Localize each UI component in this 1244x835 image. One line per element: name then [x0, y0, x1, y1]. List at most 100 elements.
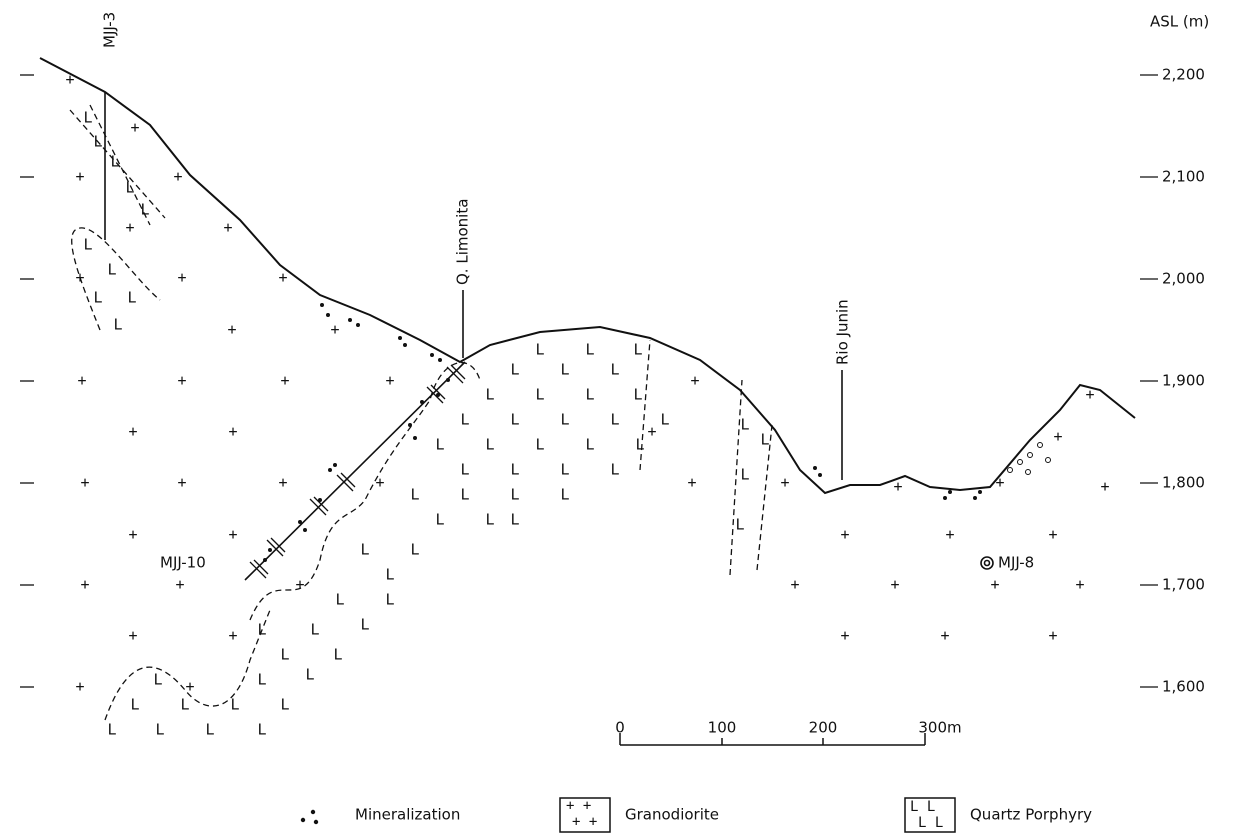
porphyry-symbol: L — [360, 616, 369, 634]
svg-text:L L: L L — [918, 815, 943, 831]
mineralization-dot — [398, 336, 402, 340]
granodiorite-symbol: + — [65, 71, 74, 89]
granodiorite-symbol: + — [280, 372, 289, 390]
granodiorite-symbol: + — [80, 474, 89, 492]
svg-text:+ +: + + — [572, 814, 597, 830]
granodiorite-symbol: + — [80, 576, 89, 594]
porphyry-symbol: L — [510, 411, 519, 429]
elevation-label: 2,100 — [1162, 168, 1205, 186]
drill-label: MJJ-8 — [998, 554, 1034, 572]
granodiorite-symbol: + — [1100, 478, 1109, 496]
porphyry-symbol: L — [460, 461, 469, 479]
mineralization-dot — [948, 490, 952, 494]
scale-label: 200 — [809, 719, 838, 737]
porphyry-symbol: L — [310, 621, 319, 639]
porphyry-symbol: L — [155, 721, 164, 739]
porphyry-symbol: L — [107, 261, 116, 279]
granodiorite-symbol: + — [227, 321, 236, 339]
legend-label: Mineralization — [355, 806, 460, 824]
granodiorite-symbol: + — [173, 168, 182, 186]
mineralization-dot — [943, 496, 947, 500]
granodiorite-symbol: + — [1048, 526, 1057, 544]
granodiorite-symbol: + — [890, 576, 899, 594]
mineralization-dot — [438, 358, 442, 362]
mineralization-dot — [333, 463, 337, 467]
mineralization-dot — [303, 528, 307, 532]
topography — [40, 58, 1135, 493]
porphyry-symbol: L — [180, 696, 189, 714]
porphyry-symbol: L — [257, 621, 266, 639]
river-label: Rio Junin — [834, 299, 852, 365]
porphyry-symbol: L — [93, 289, 102, 307]
mineralization-dot — [403, 343, 407, 347]
porphyry-symbol: L — [585, 341, 594, 359]
creek-label: Q. Limonita — [454, 199, 472, 285]
elevation-label: 2,200 — [1162, 66, 1205, 84]
granodiorite-symbol: + — [75, 168, 84, 186]
legend-label: Granodiorite — [625, 806, 719, 824]
granodiorite-symbol: + — [330, 321, 339, 339]
porphyry-symbol: L — [460, 486, 469, 504]
porphyry-symbol: L — [83, 109, 92, 127]
porphyry-symbol: L — [333, 646, 342, 664]
porphyry-symbol: L — [510, 361, 519, 379]
svg-text:L L: L L — [910, 799, 935, 815]
granodiorite-symbol: + — [1048, 627, 1057, 645]
granodiorite-symbol: + — [75, 269, 84, 287]
porphyry-symbol: L — [610, 411, 619, 429]
drill-label: MJJ-3 — [101, 12, 119, 48]
cross-section: ++++++++++++++++++++++++++++++++++++++++… — [0, 0, 1244, 835]
mineralization-dot — [413, 436, 417, 440]
granodiorite-symbol: + — [130, 119, 139, 137]
lithology-symbols: ++++++++++++++++++++++++++++++++++++++++… — [65, 71, 1109, 739]
granodiorite-symbol: + — [1053, 428, 1062, 446]
porphyry-symbol: L — [107, 721, 116, 739]
scale-bar — [620, 733, 925, 745]
granodiorite-symbol: + — [185, 678, 194, 696]
granodiorite-symbol: + — [278, 269, 287, 287]
porphyry-symbol: L — [535, 386, 544, 404]
granodiorite-symbol: + — [177, 372, 186, 390]
porphyry-symbol: L — [385, 591, 394, 609]
porphyry-symbol: L — [633, 341, 642, 359]
mineralization-dot — [408, 423, 412, 427]
porphyry-symbol: L — [660, 411, 669, 429]
granodiorite-symbol: + — [77, 372, 86, 390]
elevation-label: 1,700 — [1162, 576, 1205, 594]
elevation-label: 2,000 — [1162, 270, 1205, 288]
mineralization-dot — [818, 473, 822, 477]
porphyry-symbol: L — [435, 436, 444, 454]
legend-label: Quartz Porphyry — [970, 806, 1092, 824]
porphyry-symbol: L — [110, 153, 119, 171]
drill-label: MJJ-10 — [160, 554, 206, 572]
porphyry-symbol: L — [560, 411, 569, 429]
granodiorite-symbol: + — [278, 474, 287, 492]
mineralization-dot — [328, 468, 332, 472]
mineralization-ring — [1038, 443, 1043, 448]
elevation-label: 1,900 — [1162, 372, 1205, 390]
granodiorite-symbol: + — [647, 423, 656, 441]
mineralization-dot — [973, 496, 977, 500]
porphyry-symbol: L — [130, 696, 139, 714]
granodiorite-symbol: + — [840, 627, 849, 645]
porphyry-symbol: L — [93, 133, 102, 151]
porphyry-symbol: L — [410, 486, 419, 504]
granodiorite-symbol: + — [893, 478, 902, 496]
mineralization-dot — [263, 558, 267, 562]
porphyry-symbol: L — [560, 361, 569, 379]
mineralization-dot — [420, 400, 424, 404]
granodiorite-symbol: + — [1085, 386, 1094, 404]
mineralization-dot — [298, 520, 302, 524]
porphyry-symbol: L — [760, 431, 769, 449]
granodiorite-symbol: + — [1075, 576, 1084, 594]
porphyry-symbol: L — [485, 511, 494, 529]
porphyry-symbol: L — [510, 486, 519, 504]
porphyry-symbol: L — [510, 461, 519, 479]
vein-mark — [341, 473, 355, 487]
legend-mineralization-icon — [301, 810, 318, 824]
porphyry-symbol: L — [510, 511, 519, 529]
granodiorite-symbol: + — [228, 526, 237, 544]
vein-mark — [271, 538, 285, 552]
mineralization-dot — [446, 378, 450, 382]
granodiorite-symbol: + — [687, 474, 696, 492]
